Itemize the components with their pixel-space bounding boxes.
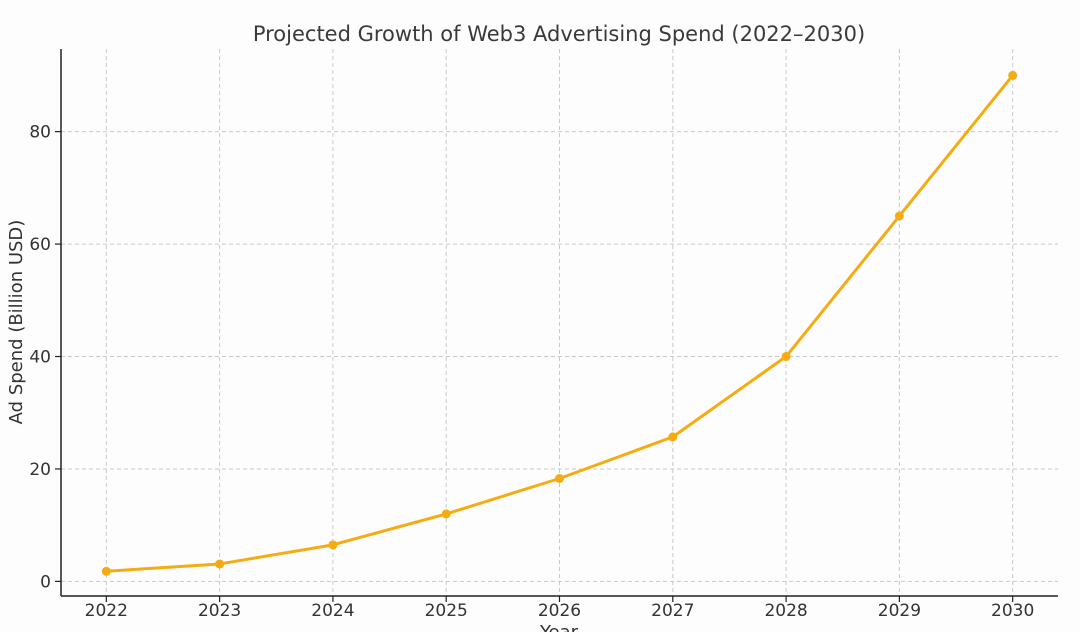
data-point bbox=[328, 540, 338, 550]
x-tick-label: 2026 bbox=[538, 601, 581, 621]
data-point bbox=[668, 432, 678, 442]
y-tick-label: 40 bbox=[29, 348, 51, 368]
data-point bbox=[441, 509, 451, 519]
y-tick-label: 80 bbox=[29, 123, 51, 143]
y-tick-label: 0 bbox=[40, 572, 51, 592]
data-point bbox=[555, 474, 564, 484]
x-tick-label: 2028 bbox=[764, 601, 807, 621]
x-tick-label: 2024 bbox=[311, 601, 354, 621]
x-ticks: 2022 2023 2024 2025 2026 2027 2028 2029 2030 bbox=[85, 596, 1034, 621]
data-point bbox=[1008, 70, 1018, 80]
data-point bbox=[781, 352, 791, 362]
data-point bbox=[894, 211, 904, 221]
y-tick-label: 20 bbox=[29, 460, 51, 480]
x-tick-label: 2027 bbox=[651, 601, 694, 621]
y-ticks: 0 20 40 60 80 bbox=[29, 123, 61, 592]
x-tick-label: 2022 bbox=[85, 601, 128, 621]
x-tick-label: 2025 bbox=[425, 601, 468, 621]
chart-title: Projected Growth of Web3 Advertising Spe… bbox=[253, 22, 865, 46]
x-axis-label: Year bbox=[539, 622, 579, 632]
data-point bbox=[101, 566, 111, 576]
data-point bbox=[215, 559, 225, 569]
x-tick-label: 2030 bbox=[991, 601, 1034, 621]
series bbox=[101, 70, 1018, 576]
x-tick-label: 2023 bbox=[198, 601, 241, 621]
grid bbox=[61, 49, 1058, 596]
y-axis-label: Ad Spend (Billion USD) bbox=[6, 220, 27, 425]
y-tick-label: 60 bbox=[29, 235, 51, 255]
x-tick-label: 2029 bbox=[878, 601, 921, 621]
